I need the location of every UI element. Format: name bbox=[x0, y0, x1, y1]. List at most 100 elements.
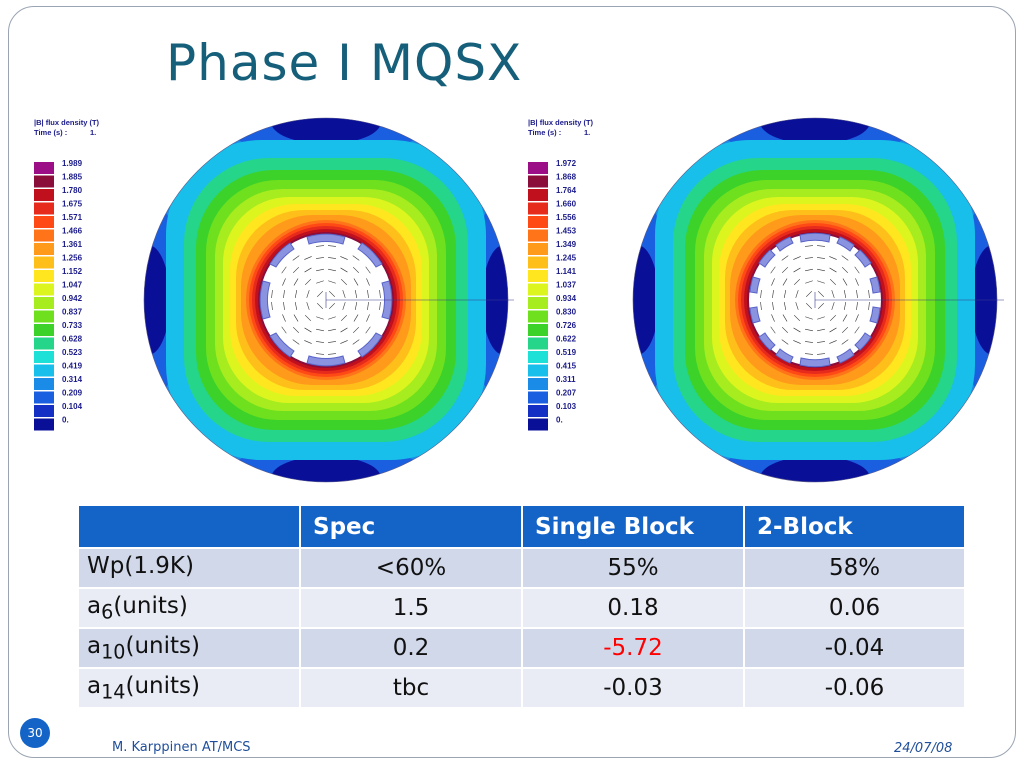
field-arrow bbox=[795, 302, 799, 310]
table-row: Wp(1.9K) <60% 55% 58% bbox=[77, 547, 966, 589]
field-arrow bbox=[854, 326, 860, 334]
spec-cell: tbc bbox=[299, 667, 523, 709]
param-cell: Wp(1.9K) bbox=[77, 547, 301, 589]
field-arrow bbox=[379, 301, 381, 311]
legend-label: 0.622 bbox=[556, 335, 577, 344]
field-arrow bbox=[793, 314, 801, 322]
field-arrow bbox=[855, 278, 859, 286]
legend-swatch bbox=[34, 216, 54, 228]
field-arrow bbox=[829, 340, 837, 344]
legend-label: 1.466 bbox=[62, 227, 83, 236]
field-arrow bbox=[782, 278, 788, 286]
plot-header-time-label: Time (s) : bbox=[34, 128, 67, 137]
two-block-cell: -0.04 bbox=[743, 627, 966, 669]
flux-plot-svg: |B| flux density (T) Time (s) : 1. 1.989… bbox=[34, 117, 514, 483]
field-arrow bbox=[316, 316, 324, 320]
legend-swatch bbox=[528, 310, 548, 323]
two-block-cell: 0.06 bbox=[743, 587, 966, 629]
legend-swatch bbox=[528, 175, 548, 188]
results-table: Spec Single Block 2-Block Wp(1.9K) <60% … bbox=[77, 504, 966, 709]
field-arrow bbox=[293, 278, 299, 286]
legend-label: 0.733 bbox=[62, 321, 83, 330]
field-arrow bbox=[868, 301, 870, 311]
legend-label: 1.660 bbox=[556, 200, 577, 209]
field-arrow bbox=[771, 314, 775, 322]
field-arrow bbox=[271, 289, 273, 299]
single-block-cell: 55% bbox=[521, 547, 745, 589]
field-arrow bbox=[304, 314, 312, 322]
field-arrow bbox=[804, 341, 814, 343]
field-arrow bbox=[817, 268, 825, 272]
legend-swatch bbox=[528, 351, 548, 363]
field-arrow bbox=[328, 328, 336, 332]
legend-label: 0.628 bbox=[62, 335, 83, 344]
single-block-cell: -0.03 bbox=[521, 667, 745, 709]
legend-swatch bbox=[528, 243, 548, 255]
legend-swatch bbox=[34, 378, 54, 390]
legend-label: 1.764 bbox=[556, 186, 577, 195]
field-arrow bbox=[352, 326, 360, 334]
field-arrow bbox=[292, 255, 300, 261]
field-arrow bbox=[793, 327, 801, 333]
field-arrow bbox=[316, 268, 324, 272]
field-arrow bbox=[760, 301, 762, 311]
legend-swatch bbox=[34, 391, 54, 404]
field-arrow bbox=[328, 316, 336, 320]
spec-cell: <60% bbox=[299, 547, 523, 589]
field-arrow bbox=[841, 339, 849, 345]
field-arrow bbox=[805, 328, 813, 332]
field-arrow bbox=[316, 328, 324, 332]
legend-swatch bbox=[528, 229, 548, 242]
legend-label: 0.519 bbox=[556, 348, 577, 357]
plot-header-quantity: |B| flux density (T) bbox=[528, 118, 594, 127]
field-arrow bbox=[283, 301, 285, 311]
footer-date: 24/07/08 bbox=[894, 741, 953, 756]
header-spec: Spec bbox=[299, 504, 523, 549]
legend-swatch bbox=[528, 391, 548, 404]
legend-label: 0. bbox=[556, 416, 563, 425]
header-2-block: 2-Block bbox=[743, 504, 966, 549]
legend-swatch bbox=[34, 351, 54, 363]
field-arrow bbox=[353, 314, 359, 322]
legend-swatch bbox=[34, 283, 54, 296]
legend-swatch bbox=[528, 162, 548, 174]
field-arrows bbox=[760, 245, 870, 355]
table-header-row: Spec Single Block 2-Block bbox=[77, 504, 966, 549]
field-arrow bbox=[352, 255, 360, 261]
field-arrow bbox=[315, 257, 325, 259]
field-arrow bbox=[306, 302, 310, 310]
field-arrow bbox=[304, 278, 312, 286]
field-arrow bbox=[816, 341, 826, 343]
field-arrow bbox=[304, 256, 312, 260]
two-block-cell: -0.06 bbox=[743, 667, 966, 709]
field-arrow bbox=[843, 302, 847, 310]
field-arrow bbox=[340, 314, 348, 322]
legend-swatch bbox=[528, 418, 548, 431]
field-arrow bbox=[829, 314, 837, 322]
field-arrow bbox=[842, 314, 848, 322]
legend-label: 0. bbox=[62, 416, 69, 425]
legend-swatch bbox=[34, 405, 54, 417]
field-arrow bbox=[327, 257, 337, 259]
field-arrow bbox=[805, 290, 813, 298]
field-arrow bbox=[816, 257, 826, 259]
field-arrow bbox=[781, 266, 789, 274]
legend-swatch bbox=[528, 324, 548, 336]
legend-label: 1.675 bbox=[62, 200, 83, 209]
legend-label: 1.556 bbox=[556, 213, 577, 222]
header-param bbox=[77, 504, 301, 549]
field-arrow bbox=[340, 256, 348, 260]
legend-swatch bbox=[34, 418, 54, 431]
legend-swatch bbox=[34, 256, 54, 269]
field-arrow bbox=[817, 280, 825, 284]
legend-label: 1.972 bbox=[556, 159, 577, 168]
field-arrow bbox=[304, 267, 312, 273]
legend-label: 0.934 bbox=[556, 294, 577, 303]
header-single-block: Single Block bbox=[521, 504, 745, 549]
slide-frame bbox=[8, 6, 1016, 758]
plot-header-time-label: Time (s) : bbox=[528, 128, 561, 137]
field-arrow bbox=[856, 301, 858, 311]
field-arrow bbox=[817, 328, 825, 332]
field-arrow bbox=[760, 289, 762, 299]
field-arrow bbox=[817, 290, 825, 298]
